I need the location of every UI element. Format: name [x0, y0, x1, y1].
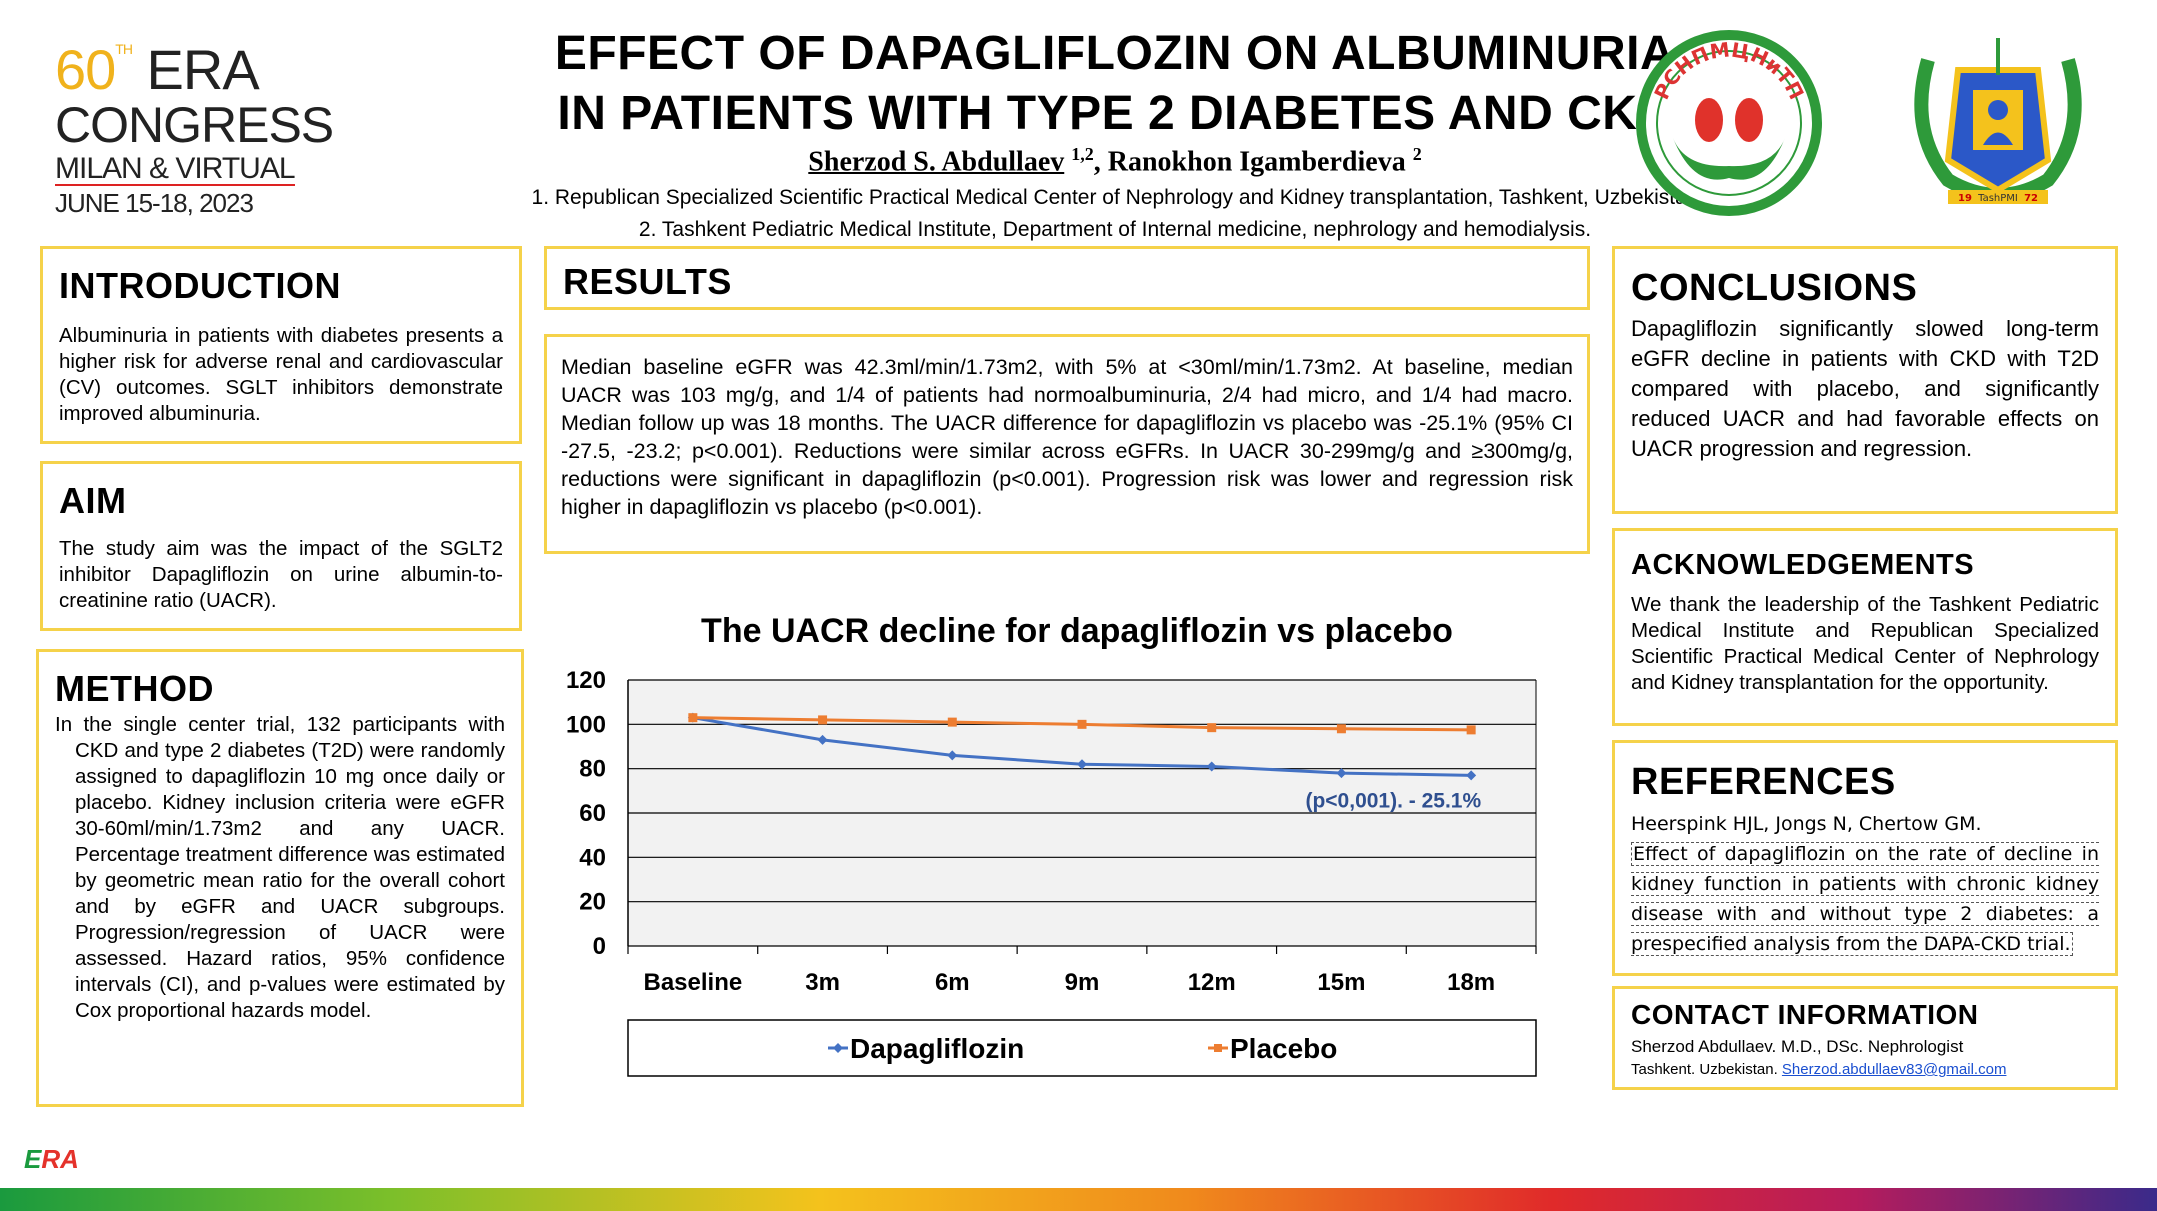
acknowledgements-section: ACKNOWLEDGEMENTS We thank the leadership…: [1612, 528, 2118, 726]
results-section: Median baseline eGFR was 42.3ml/min/1.73…: [544, 334, 1590, 554]
point-dapagliflozin-3: [1077, 759, 1087, 770]
authors: Sherzod S. Abdullaev 1,2, Ranokhon Igamb…: [808, 144, 1422, 178]
x-tick-3m: 3m: [805, 969, 840, 996]
x-tick-9m: 9m: [1065, 969, 1100, 996]
poster-title-line-2: IN PATIENTS WITH TYPE 2 DIABETES AND CKD: [557, 87, 1673, 140]
references-heading: REFERENCES: [1631, 761, 1896, 803]
results-heading-box: RESULTS: [544, 246, 1590, 310]
republican-center-logo: РСНПМЦНиТП: [1636, 30, 1822, 216]
y-tick-0: 0: [593, 933, 606, 960]
aim-text: The study aim was the impact of the SGLT…: [59, 537, 503, 612]
contact-heading: CONTACT INFORMATION: [1631, 999, 1979, 1030]
logo2-year-left: 19: [1958, 193, 1972, 204]
author-2: Ranokhon Igamberdieva: [1107, 146, 1406, 178]
congress-number-suffix: TH: [115, 41, 133, 57]
point-dapagliflozin-4: [1206, 761, 1217, 772]
chart-annotation: (p<0,001). - 25.1%: [1305, 789, 1481, 812]
point-placebo-5: [1336, 724, 1346, 734]
poster-title-line-1: EFFECT OF DAPAGLIFLOZIN ON ALBUMINURIA: [554, 27, 1676, 80]
affiliation-1: 1. Republican Specialized Scientific Pra…: [531, 186, 1699, 209]
y-axis-ticks: 0 20 40 60 80 100 120: [566, 667, 606, 960]
point-placebo-6: [1466, 725, 1476, 735]
reference-title-link[interactable]: Effect of dapagliflozin on the rate of d…: [1631, 839, 2099, 959]
point-dapagliflozin-2: [947, 750, 958, 761]
acknowledgements-heading: ACKNOWLEDGEMENTS: [1631, 549, 1975, 581]
era-footer-logo-mark: E: [24, 1144, 42, 1174]
point-placebo-0: [688, 713, 698, 723]
contact-email-link[interactable]: Sherzod.abdullaev83@gmail.com: [1781, 1061, 2007, 1078]
point-placebo-4: [1207, 723, 1217, 733]
legend-label-placebo: Placebo: [1230, 1033, 1337, 1064]
logo2-text: TashPMI: [1977, 193, 2018, 204]
y-tick-100: 100: [566, 711, 606, 738]
introduction-section: INTRODUCTION Albuminuria in patients wit…: [40, 246, 522, 444]
congress-word: CONGRESS: [55, 97, 334, 153]
method-text: In the single center trial, 132 particip…: [55, 713, 505, 1022]
x-tick-6m: 6m: [935, 969, 970, 996]
contact-line-2: Tashkent. Uzbekistan. Sherzod.abdullaev8…: [1631, 1061, 2099, 1078]
uacr-line-chart: The UACR decline for dapagliflozin vs pl…: [566, 612, 1537, 1077]
point-placebo-2: [947, 717, 957, 727]
congress-location: MILAN & VIRTUAL: [55, 152, 296, 186]
era-footer-logo-text: RA: [41, 1144, 79, 1174]
contact-location: Tashkent. Uzbekistan.: [1631, 1061, 1778, 1078]
conclusions-heading: CONCLUSIONS: [1631, 267, 1918, 309]
chart-series: [687, 712, 1477, 781]
y-tick-40: 40: [579, 844, 606, 871]
legend-box: [627, 1019, 1537, 1077]
y-tick-60: 60: [579, 800, 606, 827]
era-congress-logo: 60TH ERA CONGRESS MILAN & VIRTUAL JUNE 1…: [55, 41, 334, 216]
author-1-affiliation: 1,2: [1071, 144, 1094, 164]
x-tick-18m: 18m: [1447, 969, 1495, 996]
tashpmi-logo: 19 TashPMI 72: [1914, 38, 2082, 204]
logo2-year-right: 72: [2024, 193, 2038, 204]
contact-section: CONTACT INFORMATION Sherzod Abdullaev. M…: [1612, 986, 2118, 1090]
congress-word-era: ERA: [146, 38, 260, 101]
acknowledgements-text: We thank the leadership of the Tashkent …: [1631, 593, 2099, 694]
x-tick-15m: 15m: [1317, 969, 1365, 996]
congress-number: 60: [55, 38, 116, 101]
point-placebo-1: [818, 715, 828, 725]
legend-label-dapagliflozin: Dapagliflozin: [850, 1033, 1024, 1064]
results-text: Median baseline eGFR was 42.3ml/min/1.73…: [561, 355, 1573, 519]
aim-heading: AIM: [59, 480, 127, 521]
point-placebo-3: [1077, 719, 1087, 729]
congress-dates: JUNE 15-18, 2023: [55, 188, 254, 218]
introduction-heading: INTRODUCTION: [59, 265, 341, 306]
results-heading: RESULTS: [563, 261, 732, 302]
method-heading: METHOD: [55, 668, 214, 709]
y-tick-20: 20: [579, 889, 606, 916]
author-2-affiliation: 2: [1412, 144, 1422, 164]
affiliation-2: 2. Tashkent Pediatric Medical Institute,…: [638, 218, 1592, 241]
y-tick-120: 120: [566, 667, 606, 694]
author-1: Sherzod S. Abdullaev: [808, 146, 1065, 178]
contact-line-1: Sherzod Abdullaev. M.D., DSc. Nephrologi…: [1631, 1037, 1964, 1056]
x-tick-12m: 12m: [1188, 969, 1236, 996]
method-section: METHOD In the single center trial, 132 p…: [36, 649, 524, 1107]
bottom-color-bar: [0, 1188, 2157, 1211]
point-dapagliflozin-5: [1336, 768, 1347, 779]
chart-legend: Dapagliflozin Placebo: [627, 1019, 1537, 1077]
era-footer-logo: ERA: [24, 1144, 79, 1175]
point-dapagliflozin-6: [1466, 770, 1477, 781]
introduction-text: Albuminuria in patients with diabetes pr…: [59, 324, 503, 425]
x-axis-ticks: Baseline 3m 6m 9m 12m 15m 18m: [627, 946, 1537, 996]
aim-section: AIM The study aim was the impact of the …: [40, 461, 522, 631]
x-tick-baseline: Baseline: [643, 969, 742, 996]
poster-title: EFFECT OF DAPAGLIFLOZIN ON ALBUMINURIA I…: [330, 24, 1900, 144]
references-section: REFERENCES Heerspink HJL, Jongs N, Chert…: [1612, 740, 2118, 976]
conclusions-section: CONCLUSIONS Dapagliflozin significantly …: [1612, 246, 2118, 514]
y-tick-80: 80: [579, 756, 606, 783]
point-dapagliflozin-1: [817, 734, 828, 745]
reference-authors: Heerspink HJL, Jongs N, Chertow GM.: [1631, 813, 1982, 835]
reference-title[interactable]: Effect of dapagliflozin on the rate of d…: [1631, 842, 2099, 956]
legend-marker-placebo: [1214, 1044, 1222, 1052]
conclusions-text: Dapagliflozin significantly slowed long-…: [1631, 316, 2099, 461]
legend-marker-dapagliflozin: [833, 1043, 843, 1053]
chart-title: The UACR decline for dapagliflozin vs pl…: [701, 612, 1453, 650]
